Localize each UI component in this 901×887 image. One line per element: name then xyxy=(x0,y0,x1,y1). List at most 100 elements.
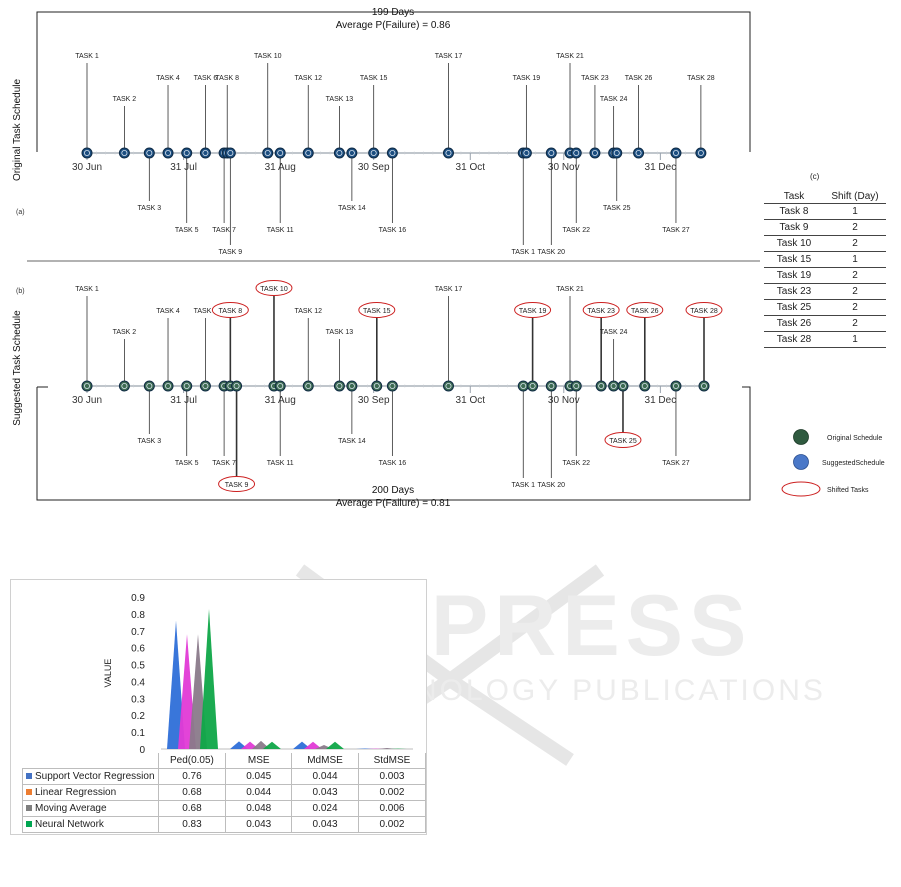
date-tick-label: 31 Oct xyxy=(456,395,486,406)
task-node xyxy=(442,147,454,159)
panel-side-label: Suggested Task Schedule xyxy=(12,310,23,426)
task-node xyxy=(639,380,651,392)
shifted-task-ring xyxy=(218,476,256,492)
task-label: TASK 17 xyxy=(435,286,463,293)
date-tick-label: 31 Dec xyxy=(645,162,677,173)
task-node-inner xyxy=(277,382,284,389)
task-label: TASK 25 xyxy=(609,438,637,445)
task-node xyxy=(346,380,358,392)
legend-original-label: Original Schedule xyxy=(827,435,882,442)
task-label: TASK 20 xyxy=(538,482,566,489)
task-label: TASK 8 xyxy=(215,75,239,82)
chart-data-table: Ped(0.05) MSE MdMSE StdMSE Support Vecto… xyxy=(22,753,427,833)
task-node-inner xyxy=(573,149,580,156)
task-node xyxy=(670,147,682,159)
data-label: 0.68 xyxy=(157,800,227,817)
task-node-inner xyxy=(336,382,343,389)
task-node-inner xyxy=(165,149,172,156)
task-label: TASK 19 xyxy=(519,308,547,315)
schedule-timeline: 199 Days Average P(Failure) = 0.86 Origina… xyxy=(12,7,885,509)
task-node xyxy=(611,147,623,159)
data-label: 0.044 xyxy=(225,784,293,801)
task-label: TASK 5 xyxy=(175,460,199,467)
date-tick-label: 31 Dec xyxy=(645,395,677,406)
task-node-inner xyxy=(591,149,598,156)
table-row: Task 23 2 xyxy=(764,283,886,300)
category-label: MSE xyxy=(225,753,293,769)
task-label: TASK 8 xyxy=(219,308,243,315)
task-node xyxy=(302,147,314,159)
task-label: TASK 5 xyxy=(175,227,199,234)
legend-shift-ring xyxy=(781,481,821,497)
task-node-inner xyxy=(336,149,343,156)
task-label: TASK 16 xyxy=(379,460,407,467)
y-tick-label: 0.6 xyxy=(131,644,145,655)
data-label: 0.68 xyxy=(157,784,227,801)
timeline-legend: Original Schedule SuggestedSchedule Shifte… xyxy=(781,429,885,497)
failure-probability-label: Average P(Failure) = 0.86 xyxy=(336,20,451,31)
table-header-row: Ped(0.05) MSE MdMSE StdMSE xyxy=(23,753,427,769)
task-label: TASK 10 xyxy=(260,286,288,293)
duration-days-label: 199 Days xyxy=(372,7,414,18)
task-label: TASK 23 xyxy=(587,308,615,315)
task-label: TASK 17 xyxy=(435,53,463,60)
task-node-inner xyxy=(183,149,190,156)
task-node xyxy=(633,147,645,159)
shift-header-task: Task xyxy=(764,190,824,204)
date-tick-label: 30 Jun xyxy=(72,395,102,406)
task-label: TASK 21 xyxy=(556,53,584,60)
task-label: TASK 12 xyxy=(294,75,322,82)
task-node xyxy=(527,380,539,392)
task-node-inner xyxy=(277,149,284,156)
table-row: Support Vector Regression 0.76 0.045 0.0… xyxy=(22,768,427,785)
task-label: TASK 27 xyxy=(662,460,690,467)
task-node xyxy=(181,147,193,159)
data-label: 0.045 xyxy=(225,768,293,785)
bar-cone xyxy=(167,620,185,749)
task-node-inner xyxy=(373,382,380,389)
task-node-inner xyxy=(370,149,377,156)
task-node-inner xyxy=(523,149,530,156)
bar-chart-plot: 0 0.1 0.2 0.3 0.4 0.5 0.6 0.7 0.8 0.9 VALUE xyxy=(103,593,413,756)
legend-swatch xyxy=(26,789,32,796)
task-node xyxy=(442,380,454,392)
date-tick-label: 30 Jun xyxy=(72,162,102,173)
task-node xyxy=(570,380,582,392)
task-node xyxy=(386,380,398,392)
task-node-inner xyxy=(610,382,617,389)
task-label: TASK 27 xyxy=(662,227,690,234)
series-name: Linear Regression xyxy=(35,787,117,798)
task-node-inner xyxy=(529,382,536,389)
task-label: TASK 14 xyxy=(338,438,366,445)
task-node xyxy=(181,380,193,392)
bar-cone xyxy=(200,608,218,749)
task-node xyxy=(231,380,243,392)
task-node-inner xyxy=(305,382,312,389)
task-node xyxy=(162,147,174,159)
category-label: StdMSE xyxy=(357,753,427,769)
duration-bracket xyxy=(36,386,751,501)
task-label: TASK 7 xyxy=(212,460,236,467)
task-node-inner xyxy=(348,149,355,156)
task-node-inner xyxy=(84,149,91,156)
data-label: 0.002 xyxy=(357,784,427,801)
task-node xyxy=(274,147,286,159)
task-node-inner xyxy=(635,149,642,156)
task-label: TASK 2 xyxy=(113,96,137,103)
task-label: TASK 19 xyxy=(513,75,541,82)
duration-bracket xyxy=(36,11,751,152)
task-node xyxy=(274,380,286,392)
table-row: Task 26 2 xyxy=(764,315,886,332)
task-node-inner xyxy=(697,149,704,156)
task-node-inner xyxy=(445,149,452,156)
task-node-inner xyxy=(598,382,605,389)
task-node-inner xyxy=(264,149,271,156)
task-node-inner xyxy=(84,382,91,389)
task-node-inner xyxy=(121,149,128,156)
task-node-inner xyxy=(672,382,679,389)
task-label: TASK 28 xyxy=(690,308,718,315)
task-node xyxy=(570,147,582,159)
task-node xyxy=(302,380,314,392)
task-label: TASK 22 xyxy=(562,460,590,467)
